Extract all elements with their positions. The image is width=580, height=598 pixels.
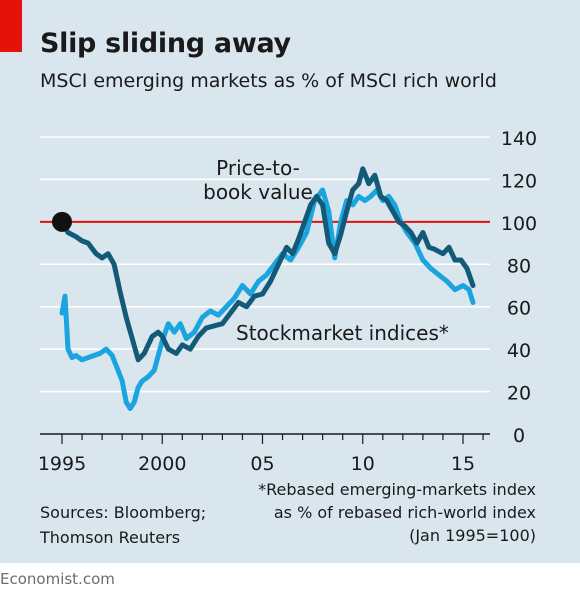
x-tick-labels: 1995 2000 05 10 15 [38, 453, 475, 475]
annotation-stockmarket-indices: Stockmarket indices* [236, 321, 449, 345]
x-tick-label: 2000 [138, 453, 186, 475]
y-tick-labels: 0 20 40 60 80 100 120 140 [501, 128, 537, 447]
x-tick-label: 05 [250, 453, 274, 475]
y-tick-label: 100 [501, 213, 537, 235]
footnote-line: as % of rebased rich-world index [273, 503, 536, 522]
chart-title: Slip sliding away [40, 28, 291, 59]
footnote-line: *Rebased emerging-markets index [258, 480, 536, 499]
y-tick-label: 40 [507, 340, 531, 362]
y-tick-label: 140 [501, 128, 537, 150]
x-tick-label: 10 [351, 453, 375, 475]
footnote: *Rebased emerging-markets index as % of … [258, 478, 536, 547]
start-marker-dot [52, 211, 72, 232]
y-tick-label: 20 [507, 383, 531, 405]
series-line-stockmarket-indices [59, 187, 476, 411]
footnote-line: (Jan 1995=100) [409, 526, 536, 545]
chart-subtitle: MSCI emerging markets as % of MSCI rich … [40, 70, 497, 92]
line-chart: 0 20 40 60 80 100 120 140 1995 2000 05 10 15 Price-… [38, 128, 537, 475]
annotation-price-to-book-line-2: book value [203, 180, 313, 204]
y-tick-label: 0 [513, 425, 525, 447]
brand-red-tag [0, 0, 22, 52]
x-tick-label: 1995 [38, 453, 86, 475]
y-tick-label: 120 [501, 170, 537, 192]
chart-panel [0, 0, 580, 563]
x-axis [40, 433, 490, 444]
y-tick-label: 80 [507, 255, 531, 277]
sources-note: Sources: Bloomberg; Thomson Reuters [40, 500, 206, 550]
brand-credit: Economist.com [0, 570, 115, 588]
sources-line: Thomson Reuters [40, 528, 181, 547]
y-tick-label: 60 [507, 298, 531, 320]
sources-line: Sources: Bloomberg; [40, 503, 207, 522]
annotations: Price-to- book value Stockmarket indices… [203, 156, 449, 345]
series-line-price-to-book [59, 166, 476, 363]
annotation-price-to-book-line-1: Price-to- [216, 156, 300, 180]
x-tick-label: 15 [451, 453, 475, 475]
series-layer [52, 166, 476, 411]
